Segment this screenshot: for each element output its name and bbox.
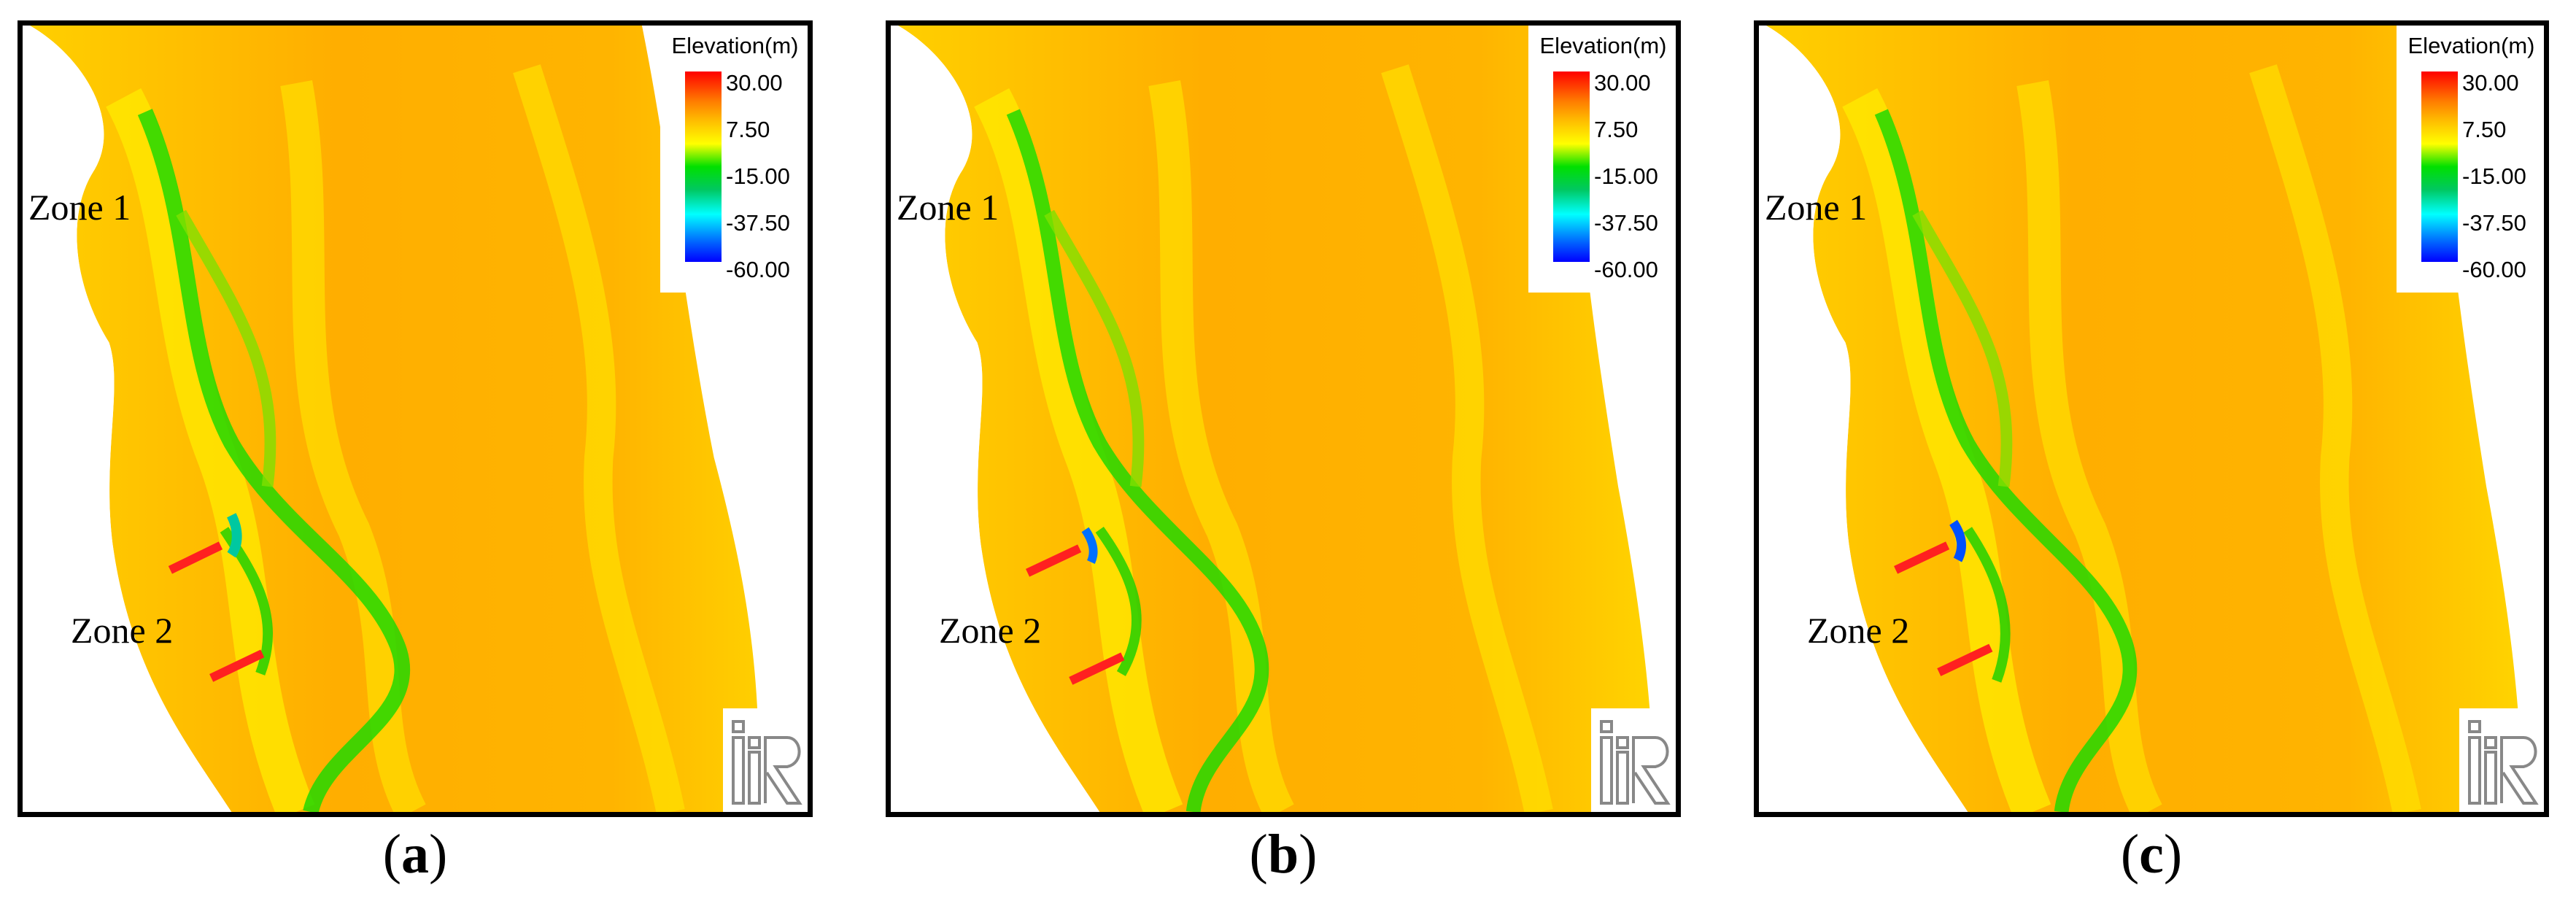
legend-tick-min: -60.00: [726, 257, 790, 282]
legend-title: Elevation(m): [2407, 33, 2535, 58]
elevation-legend: Elevation(m) 30.00 7.50 -15.00 -37.50 -6…: [2397, 26, 2544, 293]
legend-color-bar: [2421, 71, 2458, 262]
legend-tick-4: -37.50: [1594, 210, 1658, 236]
shallow-band-2: [2016, 80, 2162, 812]
legend-color-bar: [1553, 71, 1590, 262]
caption-open-paren: (: [382, 824, 401, 885]
shallow-band-1: [974, 88, 1183, 812]
zone-1-label: Zone 1: [897, 187, 999, 228]
zone-2-label: Zone 2: [1807, 610, 1910, 651]
caption-a: (a): [342, 823, 488, 886]
caption-close-paren: ): [2163, 824, 2183, 885]
legend-tick-4: -37.50: [726, 210, 790, 236]
shallow-band-1: [1842, 88, 2051, 812]
iric-logo-icon: [2459, 708, 2544, 812]
elevation-map-b: [891, 26, 1676, 812]
caption-b: (b): [1210, 823, 1356, 886]
spur-dike-1: [1894, 541, 1950, 574]
deep-channel-1: [137, 109, 411, 812]
zone-2-label: Zone 2: [939, 610, 1042, 651]
zone-1-label: Zone 1: [28, 187, 131, 228]
deep-channel-2: [1044, 209, 1145, 487]
caption-letter: a: [401, 824, 429, 885]
map-panel-c: Zone 1 Zone 2 Elevation(m) 30.00 7.50 -1…: [1754, 20, 2549, 817]
deep-channel-1: [1874, 109, 2138, 812]
legend-tick-2: 7.50: [2462, 117, 2507, 142]
legend-color-bar: [685, 71, 722, 262]
shallow-band-1: [106, 88, 315, 812]
legend-tick-3: -15.00: [726, 163, 790, 189]
caption-letter: c: [2139, 824, 2164, 885]
legend-tick-4: -37.50: [2462, 210, 2526, 236]
iric-logo-icon: [1591, 708, 1676, 812]
legend-tick-2: 7.50: [1594, 117, 1639, 142]
deep-spot: [226, 513, 242, 558]
deep-channel-2: [176, 209, 276, 487]
deep-channel-3: [1095, 527, 1142, 676]
map-panel-b: Zone 1 Zone 2 Elevation(m) 30.00 7.50 -1…: [886, 20, 1681, 817]
bank-left: [891, 26, 1100, 812]
iric-logo-icon: [723, 708, 808, 812]
spur-dike-2: [1937, 643, 1993, 676]
legend-tick-min: -60.00: [2462, 257, 2526, 282]
caption-close-paren: ): [1299, 824, 1318, 885]
spur-dike-1: [168, 541, 223, 574]
bank-left: [1759, 26, 1968, 812]
elevation-legend: Elevation(m) 30.00 7.50 -15.00 -37.50 -6…: [660, 26, 808, 293]
caption-letter: b: [1267, 824, 1299, 885]
caption-close-paren: ): [429, 824, 448, 885]
zone-1-label: Zone 1: [1765, 187, 1868, 228]
caption-open-paren: (: [2120, 824, 2140, 885]
deep-spot: [1081, 527, 1098, 564]
bank-left: [23, 26, 232, 812]
legend-title: Elevation(m): [1539, 33, 1667, 58]
shallow-band-3: [513, 64, 685, 812]
legend-tick-max: 30.00: [2462, 70, 2519, 96]
shallow-band-3: [1381, 64, 1553, 812]
map-panel-a: Zone 1 Zone 2 Elevation(m) 30.00 7.50 -1…: [18, 20, 813, 817]
legend-title: Elevation(m): [671, 33, 799, 58]
deep-channel-2: [1912, 209, 2013, 487]
spur-dike-1: [1026, 544, 1082, 577]
deep-spot: [1949, 519, 1967, 562]
shallow-band-3: [2249, 64, 2421, 812]
legend-tick-max: 30.00: [1594, 70, 1651, 96]
elevation-legend: Elevation(m) 30.00 7.50 -15.00 -37.50 -6…: [1528, 26, 1676, 293]
caption-open-paren: (: [1249, 824, 1268, 885]
deep-channel-1: [1006, 109, 1269, 812]
legend-tick-min: -60.00: [1594, 257, 1658, 282]
legend-tick-max: 30.00: [726, 70, 783, 96]
shallow-band-2: [1148, 80, 1294, 812]
caption-c: (c): [2078, 823, 2224, 886]
elevation-map-c: [1759, 26, 2544, 812]
legend-tick-3: -15.00: [2462, 163, 2526, 189]
spur-dike-2: [209, 649, 265, 682]
legend-tick-3: -15.00: [1594, 163, 1658, 189]
deep-channel-3: [1963, 527, 2011, 683]
spur-dike-2: [1069, 652, 1125, 685]
zone-2-label: Zone 2: [71, 610, 174, 651]
legend-tick-2: 7.50: [726, 117, 770, 142]
